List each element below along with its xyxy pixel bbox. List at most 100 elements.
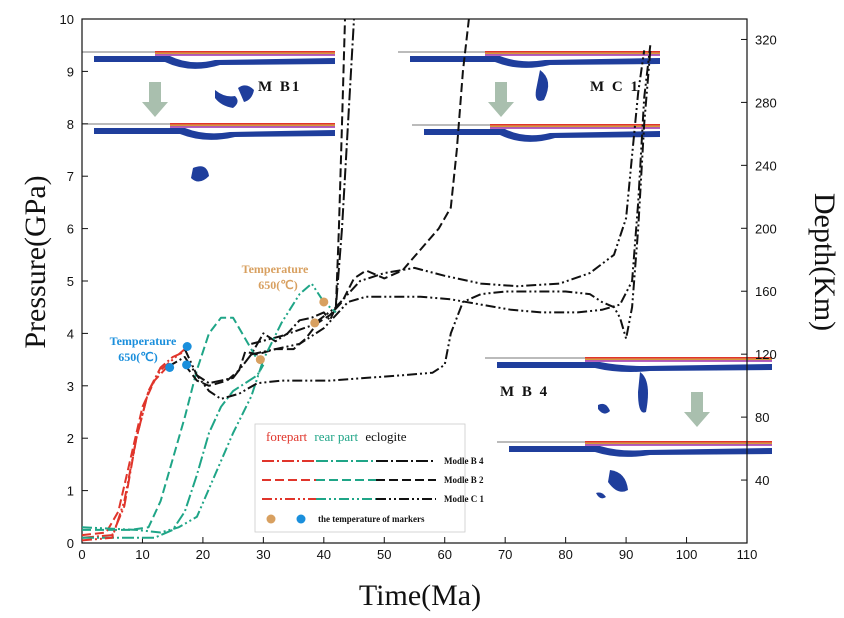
y2-tick-label: 160: [755, 284, 777, 299]
x-tick-label: 80: [558, 547, 572, 562]
series-line-rear-part: [81, 282, 337, 534]
legend-head-eclogite: eclogite: [365, 429, 406, 444]
series-line-eclogite: [184, 18, 470, 387]
series-line-rear-part: [82, 316, 259, 531]
panel-label-mb1: M B1: [258, 79, 301, 95]
inset-mb1-top: [82, 51, 335, 69]
crust-layer: [585, 358, 772, 361]
detached-slab: [598, 403, 610, 414]
inset-mc1-bottom: [412, 124, 660, 142]
y-tick-label: 1: [67, 484, 74, 499]
detached-slab: [535, 70, 549, 101]
legend-box: [254, 423, 466, 533]
crust-layer: [490, 125, 660, 128]
crust-layer: [170, 124, 335, 127]
x-tick-label: 110: [737, 547, 758, 562]
legend-row-label: Modle B 2: [444, 475, 484, 485]
crust-layer: [170, 123, 335, 125]
series-line-eclogite: [183, 50, 652, 400]
x-tick-label: 70: [498, 547, 512, 562]
inset-mc1-top: [398, 51, 660, 68]
legend-head-forepart: forepart: [266, 429, 308, 444]
crust-layer: [155, 51, 335, 53]
x-tick-label: 90: [619, 547, 633, 562]
detached-slab: [191, 166, 209, 182]
marker-orange: [255, 355, 265, 365]
y-tick-label: 5: [67, 274, 74, 289]
x-tick-label: 30: [256, 547, 270, 562]
marker-blue: [182, 342, 192, 351]
marker-orange: [310, 318, 320, 328]
y-tick-label: 9: [67, 64, 74, 79]
y2-tick-label: 120: [755, 347, 777, 362]
detached-slab: [215, 90, 238, 108]
marker-blue: [182, 360, 192, 370]
x-tick-label: 50: [377, 547, 391, 562]
crust-layer: [490, 124, 660, 126]
legend-markers-label: the temperature of markers: [318, 514, 425, 524]
annotation-blue-value: 650(℃): [118, 350, 157, 364]
crust-layer: [170, 126, 335, 128]
x-tick-label: 20: [196, 547, 210, 562]
lithosphere-slab: [424, 129, 660, 142]
legend-marker-blue: [296, 514, 306, 524]
x-axis-label: Time(Ma): [359, 579, 481, 612]
y-tick-label: 2: [67, 431, 74, 446]
crust-layer: [585, 357, 772, 359]
crust-layer: [485, 52, 660, 55]
y-tick-label: 4: [67, 326, 74, 341]
legend-marker-orange: [266, 514, 276, 524]
crust-layer: [485, 51, 660, 53]
series-line-eclogite-extra: [251, 50, 646, 345]
legend-row-label: Modle B 4: [444, 456, 484, 466]
temperature-markers: [165, 297, 329, 372]
lithosphere-slab: [509, 446, 772, 457]
detached-slab: [638, 372, 648, 413]
crust-layer: [155, 52, 335, 55]
panel-label-mc1: M C 1: [590, 79, 640, 95]
y2-tick-label: 80: [755, 410, 769, 425]
lithosphere-slab: [497, 362, 772, 372]
y-tick-label: 10: [60, 12, 74, 27]
series-line-forepart: [81, 348, 186, 542]
y2-tick-label: 320: [755, 32, 777, 47]
legend-row-label: Modle C 1: [444, 494, 484, 504]
y-tick-label: 7: [67, 169, 74, 184]
crust-layer: [490, 127, 660, 129]
down-arrow-icon: [488, 82, 514, 117]
lithosphere-slab: [94, 128, 335, 140]
marker-blue: [165, 362, 175, 372]
down-arrow-icon: [684, 392, 710, 427]
detached-slab: [608, 470, 628, 492]
y2-tick-label: 280: [755, 95, 777, 110]
x-tick-label: 60: [437, 547, 451, 562]
crust-layer: [585, 360, 772, 362]
crust-layer: [585, 442, 772, 445]
inset-mb4-top: [485, 357, 772, 372]
x-tick-label: 100: [676, 547, 698, 562]
x-tick-label: 0: [78, 547, 85, 562]
marker-orange: [319, 297, 329, 307]
legend-rows: Modle B 4 Modle B 2 Modle C 1: [262, 456, 484, 504]
lithosphere-slab: [94, 56, 335, 69]
annotation-orange-value: 650(℃): [258, 278, 297, 292]
inset-mb4-bottom: [497, 441, 772, 457]
down-arrow-icon: [142, 82, 168, 117]
series-lines: [81, 18, 652, 542]
crust-layer: [485, 54, 660, 56]
y2-tick-label: 200: [755, 221, 777, 236]
panel-label-mb4: M B 4: [500, 384, 549, 400]
crust-layer: [585, 444, 772, 446]
y-tick-label: 8: [67, 117, 74, 132]
legend: forepart rear part eclogite Modle B 4Mod…: [254, 423, 484, 533]
series-line-eclogite-extra: [334, 18, 346, 308]
inset-mb1-bottom: [82, 123, 335, 140]
detached-slab: [238, 85, 254, 102]
y-tick-label: 0: [67, 536, 74, 551]
series-line-forepart: [81, 366, 168, 537]
series-line-eclogite-extra: [251, 45, 652, 356]
series-line-eclogite: [166, 18, 355, 385]
y2-tick-label: 240: [755, 158, 777, 173]
y-axis-label: Pressure(GPa): [19, 175, 52, 348]
